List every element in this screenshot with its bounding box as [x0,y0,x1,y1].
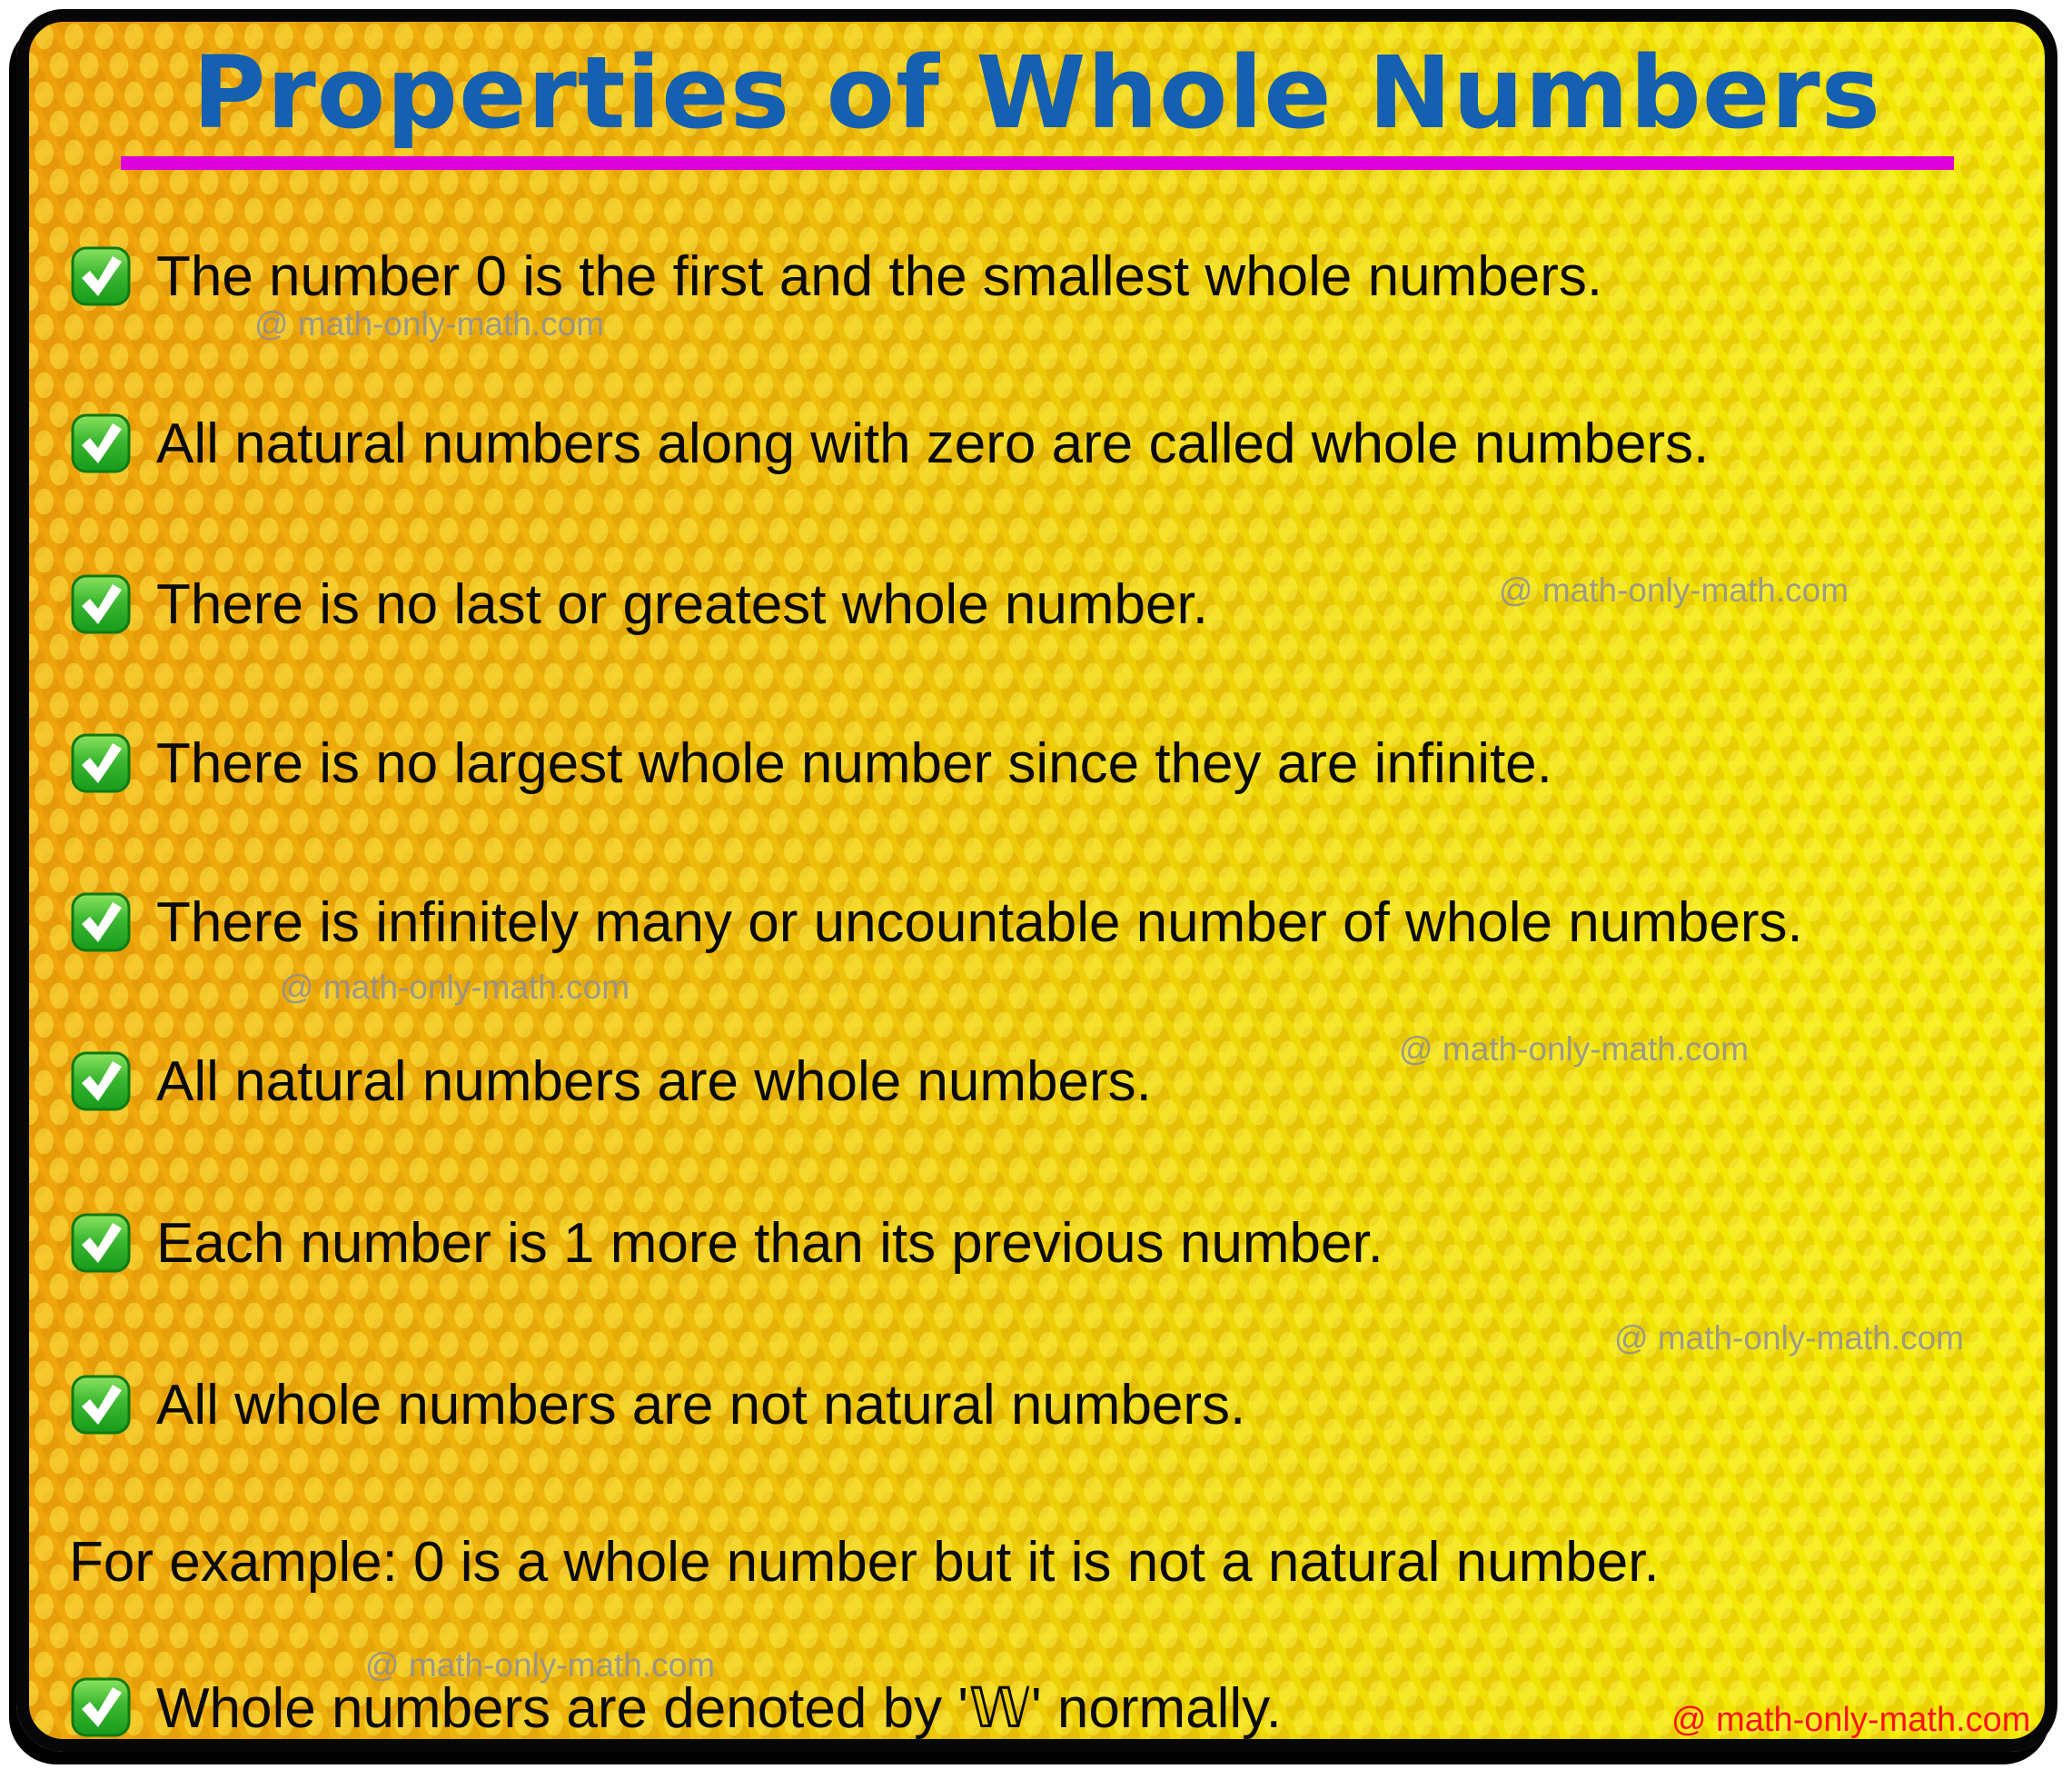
list-item-text: All whole numbers are not natural number… [156,1373,1246,1436]
list-item-text: All natural numbers along with zero are … [156,412,1710,475]
dotted-gradient-board: Properties of Whole Numbers The number 0… [16,9,2057,1752]
list-item: There is no largest whole number since t… [71,727,1552,800]
list-item: There is no last or greatest whole numbe… [71,568,1208,641]
watermark: @ math-only-math.com [1614,1319,1965,1357]
list-item-text: There is no largest whole number since t… [156,731,1553,795]
list-item-text: There is infinitely many or uncountable … [156,890,1803,954]
check-mark-icon [71,1677,131,1737]
list-item: Whole numbers are denoted by '𝕎' normall… [71,1671,1282,1744]
watermark: @ math-only-math.com [1499,571,1849,609]
watermark-red: @ math-only-math.com [1671,1701,2031,1739]
check-mark-icon [71,1375,131,1435]
list-item: All whole numbers are not natural number… [71,1368,1245,1441]
list-item-text: There is no last or greatest whole numbe… [156,572,1208,636]
watermark: @ math-only-math.com [1399,1030,1750,1068]
list-item: All natural numbers along with zero are … [71,407,1709,480]
title-underline [120,156,1954,170]
check-mark-icon [71,892,131,952]
example-line: For example: 0 is a whole number but it … [69,1526,1660,1598]
page-title: Properties of Whole Numbers [192,35,1882,151]
check-mark-icon [71,413,131,473]
list-item: All natural numbers are whole numbers. [71,1045,1152,1118]
list-item-text: The number 0 is the first and the smalle… [156,244,1603,308]
check-mark-icon [71,1051,131,1111]
watermark: @ math-only-math.com [254,305,605,343]
check-mark-icon [71,733,131,793]
list-item-text: All natural numbers are whole numbers. [156,1049,1152,1113]
example-text: For example: 0 is a whole number but it … [69,1530,1660,1594]
list-item-text: Whole numbers are denoted by '𝕎' normall… [156,1676,1282,1740]
list-item: Each number is 1 more than its previous … [71,1207,1383,1279]
list-item-text: Each number is 1 more than its previous … [156,1211,1383,1275]
list-item: The number 0 is the first and the smalle… [71,240,1602,313]
check-mark-icon [71,574,131,634]
watermark: @ math-only-math.com [280,969,630,1006]
watermark: @ math-only-math.com [365,1646,716,1684]
check-mark-icon [71,246,131,306]
check-mark-icon [71,1213,131,1273]
list-item: There is infinitely many or uncountable … [71,886,1803,959]
